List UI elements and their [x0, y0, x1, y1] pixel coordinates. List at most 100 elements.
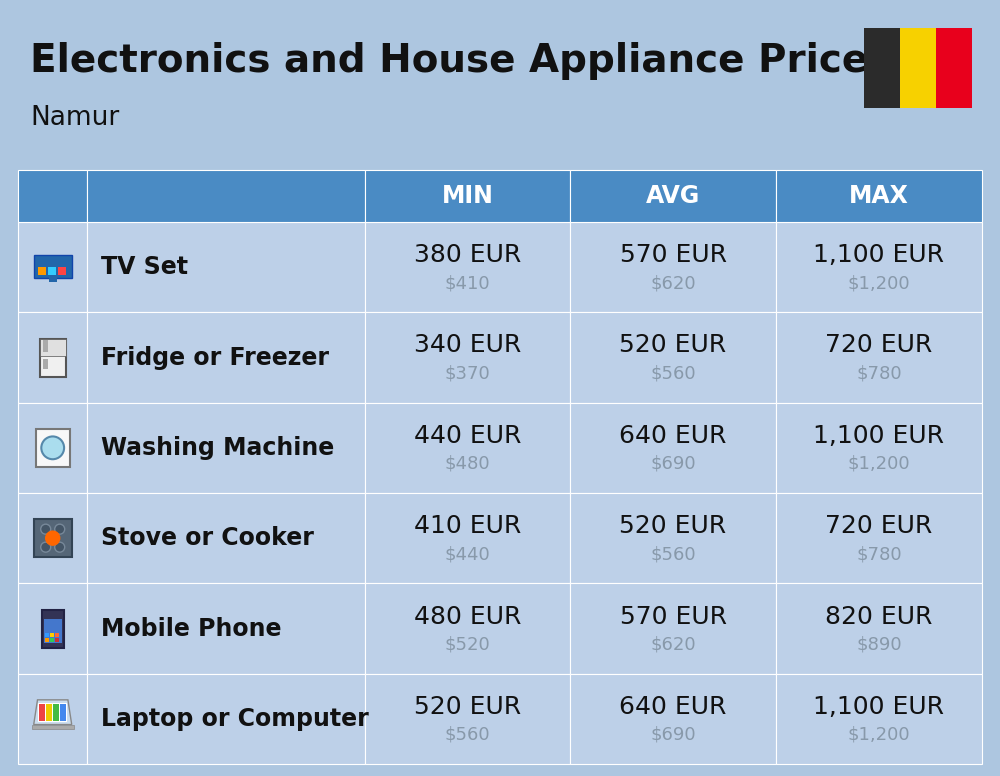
Text: MAX: MAX: [849, 184, 909, 208]
Bar: [18, 403, 87, 493]
Text: 520 EUR: 520 EUR: [619, 514, 727, 539]
Text: 480 EUR: 480 EUR: [414, 605, 521, 629]
Text: Laptop or Computer: Laptop or Computer: [101, 707, 369, 731]
Text: Namur: Namur: [30, 105, 119, 131]
Bar: [40, 338, 66, 355]
Circle shape: [55, 524, 65, 534]
Text: $1,200: $1,200: [848, 274, 910, 293]
Bar: [900, 28, 936, 108]
Bar: [87, 403, 365, 493]
Text: $690: $690: [650, 455, 696, 473]
Text: 380 EUR: 380 EUR: [414, 243, 521, 267]
Bar: [365, 584, 570, 674]
Text: 640 EUR: 640 EUR: [619, 695, 727, 719]
Bar: [50, 632, 54, 636]
Bar: [87, 170, 365, 222]
Bar: [39, 704, 45, 721]
Text: 520 EUR: 520 EUR: [414, 695, 521, 719]
Bar: [365, 312, 570, 403]
Bar: [40, 338, 66, 376]
Bar: [49, 276, 57, 282]
Text: 440 EUR: 440 EUR: [414, 424, 521, 448]
Bar: [864, 28, 900, 108]
Bar: [18, 493, 87, 584]
Bar: [34, 255, 72, 278]
Circle shape: [41, 436, 64, 459]
Text: $520: $520: [445, 636, 491, 653]
Bar: [18, 312, 87, 403]
Bar: [46, 704, 52, 721]
Text: $620: $620: [650, 636, 696, 653]
Text: 720 EUR: 720 EUR: [825, 514, 932, 539]
Bar: [32, 725, 74, 729]
Bar: [60, 704, 66, 721]
Bar: [776, 170, 982, 222]
Text: $780: $780: [856, 546, 902, 563]
Polygon shape: [34, 700, 72, 725]
Bar: [365, 674, 570, 764]
Text: 570 EUR: 570 EUR: [620, 605, 727, 629]
Bar: [776, 493, 982, 584]
Bar: [50, 638, 54, 642]
Bar: [18, 222, 87, 312]
Bar: [87, 584, 365, 674]
Text: Washing Machine: Washing Machine: [101, 436, 335, 460]
Text: 570 EUR: 570 EUR: [620, 243, 727, 267]
Text: $480: $480: [445, 455, 491, 473]
Text: $410: $410: [445, 274, 491, 293]
Bar: [570, 584, 776, 674]
Text: 410 EUR: 410 EUR: [414, 514, 521, 539]
Text: $780: $780: [856, 365, 902, 383]
Bar: [43, 340, 48, 352]
Bar: [87, 312, 365, 403]
Text: $370: $370: [445, 365, 491, 383]
Bar: [365, 170, 570, 222]
Text: Stove or Cooker: Stove or Cooker: [101, 526, 314, 550]
Bar: [776, 584, 982, 674]
Bar: [570, 312, 776, 403]
Text: 640 EUR: 640 EUR: [619, 424, 727, 448]
Text: $560: $560: [650, 365, 696, 383]
Bar: [776, 674, 982, 764]
Text: $440: $440: [445, 546, 491, 563]
Bar: [365, 403, 570, 493]
Bar: [38, 703, 67, 722]
Text: 820 EUR: 820 EUR: [825, 605, 933, 629]
Text: $620: $620: [650, 274, 696, 293]
Text: TV Set: TV Set: [101, 255, 188, 279]
Bar: [42, 609, 64, 647]
Bar: [48, 267, 56, 275]
Circle shape: [46, 531, 60, 546]
Text: $560: $560: [650, 546, 696, 563]
Text: 1,100 EUR: 1,100 EUR: [813, 243, 944, 267]
Text: Fridge or Freezer: Fridge or Freezer: [101, 345, 329, 369]
Bar: [38, 267, 46, 275]
Bar: [570, 222, 776, 312]
Bar: [570, 493, 776, 584]
Text: 1,100 EUR: 1,100 EUR: [813, 424, 944, 448]
Bar: [44, 618, 62, 643]
Bar: [87, 674, 365, 764]
Text: Electronics and House Appliance Prices: Electronics and House Appliance Prices: [30, 42, 891, 80]
Bar: [776, 222, 982, 312]
Bar: [570, 674, 776, 764]
Text: 720 EUR: 720 EUR: [825, 334, 932, 358]
Text: Mobile Phone: Mobile Phone: [101, 616, 282, 640]
Bar: [570, 403, 776, 493]
Bar: [55, 632, 59, 636]
Bar: [45, 638, 49, 642]
Bar: [45, 632, 49, 636]
Circle shape: [41, 524, 51, 534]
Bar: [365, 493, 570, 584]
Bar: [776, 403, 982, 493]
Circle shape: [41, 542, 51, 553]
Text: $890: $890: [856, 636, 902, 653]
Bar: [936, 28, 972, 108]
Bar: [53, 704, 59, 721]
Bar: [43, 359, 48, 369]
Bar: [18, 170, 87, 222]
Circle shape: [55, 542, 65, 553]
Bar: [570, 170, 776, 222]
Bar: [776, 312, 982, 403]
Text: $1,200: $1,200: [848, 726, 910, 744]
